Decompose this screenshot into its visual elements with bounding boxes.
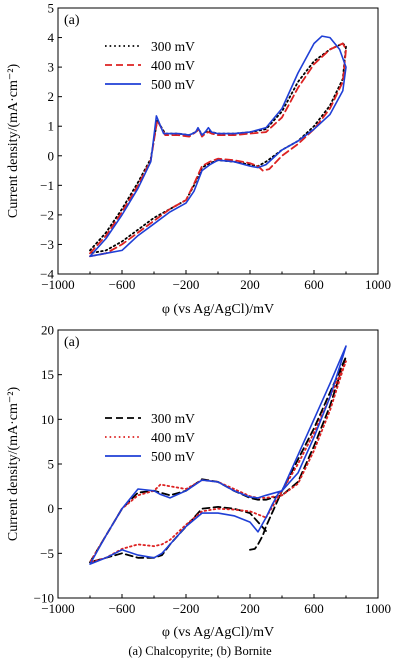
chart-panel-bottom: −1000 −600 −200 200 600 1000 −10 −5 0 5 10 15 20 30… — [6, 323, 391, 641]
series-line-2 — [89, 360, 347, 564]
legend: 300 mV 400 mV 500 mV — [105, 411, 195, 464]
y-tick-label: 15 — [41, 367, 54, 382]
series-layer — [89, 345, 347, 565]
legend-label: 300 mV — [151, 411, 195, 426]
y-tick-label: 1 — [48, 119, 55, 134]
x-tick-label: 1000 — [365, 601, 391, 616]
y-tick-label: 5 — [48, 457, 55, 472]
y-tick-label: −5 — [40, 546, 54, 561]
x-tick-label: 600 — [304, 601, 324, 616]
series-line-1 — [89, 355, 347, 564]
x-tick-label: −200 — [173, 277, 200, 292]
x-axis-label: φ (vs Ag/AgCl)/mV — [162, 302, 274, 317]
series-line-2 — [89, 42, 347, 258]
series-line-3 — [89, 345, 347, 565]
y-tick-label: 3 — [48, 60, 55, 75]
legend: 300 mV 400 mV 500 mV — [105, 39, 195, 92]
y-axis-ticks: −10 −5 0 5 10 15 20 — [34, 323, 62, 606]
legend-label: 400 mV — [151, 58, 195, 73]
y-axis-ticks: −4 −3 −2 −1 0 1 2 3 4 5 — [40, 1, 62, 282]
x-tick-label: 200 — [240, 277, 260, 292]
x-tick-label: 600 — [304, 277, 324, 292]
series-line-1 — [89, 42, 347, 255]
panel-label: (a) — [64, 13, 80, 28]
series-line-3 — [89, 35, 347, 258]
y-tick-label: 2 — [48, 89, 55, 104]
chart-panel-top: −1000 −600 −200 200 600 1000 −4 −3 −2 −1 0 1 2 3 4 5 3… — [6, 1, 391, 318]
x-tick-label: −1000 — [41, 601, 74, 616]
y-tick-label: −3 — [40, 237, 54, 252]
y-tick-label: −4 — [40, 267, 54, 282]
y-tick-label: 0 — [48, 501, 55, 516]
x-axis-label: φ (vs Ag/AgCl)/mV — [162, 625, 274, 640]
x-axis-ticks: −1000 −600 −200 200 600 1000 — [41, 270, 391, 292]
y-tick-label: −1 — [40, 178, 54, 193]
y-tick-label: 5 — [48, 1, 55, 16]
y-tick-label: −2 — [40, 207, 54, 222]
x-axis-ticks: −1000 −600 −200 200 600 1000 — [41, 594, 391, 616]
x-tick-label: −600 — [109, 277, 136, 292]
figure-caption: (a) Chalcopyrite; (b) Bornite — [128, 644, 272, 658]
legend-label: 500 mV — [151, 77, 195, 92]
legend-label: 500 mV — [151, 449, 195, 464]
y-tick-label: 4 — [48, 30, 55, 45]
legend-label: 300 mV — [151, 39, 195, 54]
legend-label: 400 mV — [151, 430, 195, 445]
x-tick-label: 1000 — [365, 277, 391, 292]
y-tick-label: 0 — [48, 148, 55, 163]
y-axis-label: Current density/(mA·cm⁻²) — [6, 387, 21, 542]
y-tick-label: −10 — [34, 591, 54, 606]
x-tick-label: −600 — [109, 601, 136, 616]
x-tick-label: 200 — [240, 601, 260, 616]
y-tick-label: 10 — [41, 412, 54, 427]
series-layer — [89, 35, 347, 258]
x-tick-label: −200 — [173, 601, 200, 616]
y-axis-label: Current density/(mA·cm⁻²) — [6, 64, 21, 219]
y-tick-label: 20 — [41, 323, 54, 338]
panel-label: (a) — [64, 335, 80, 350]
x-tick-label: −1000 — [41, 277, 74, 292]
